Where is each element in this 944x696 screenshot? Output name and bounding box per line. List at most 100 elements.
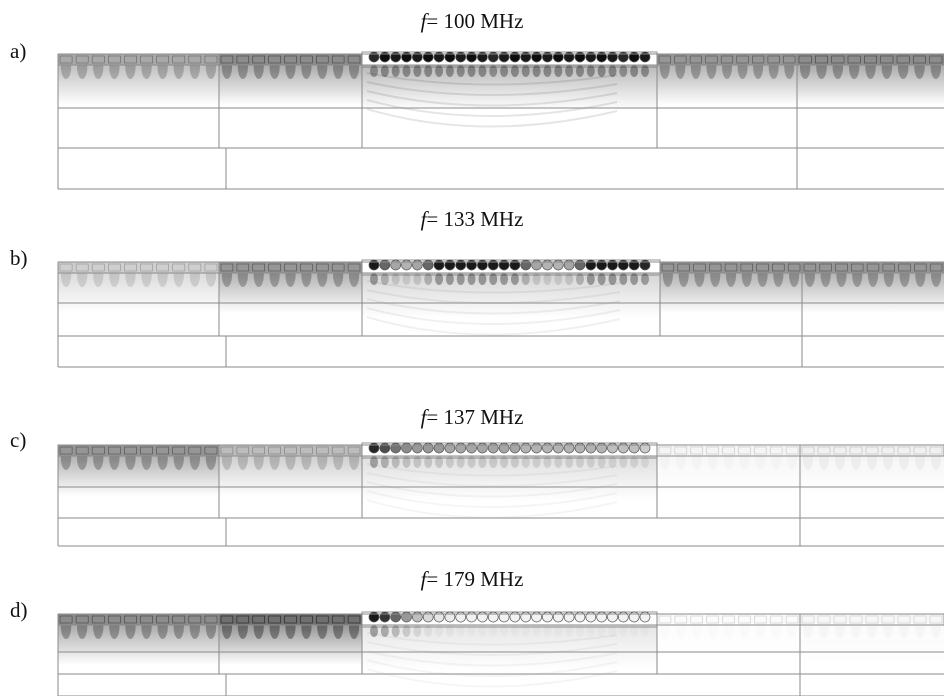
pillar-field [370, 456, 378, 468]
strip-cell [300, 55, 313, 64]
strip-cell [722, 446, 735, 455]
center-field [362, 456, 657, 501]
strip-cell [172, 55, 186, 64]
wave-arc [366, 316, 621, 336]
panel: f= 179 MHz d) [10, 567, 944, 696]
pillar-field [565, 65, 574, 77]
strip-cell [140, 55, 153, 64]
strip-cell [740, 263, 753, 272]
strip-cell [801, 446, 815, 455]
strip-cell [929, 615, 943, 624]
pillar-field [543, 456, 552, 468]
pillar-field [500, 65, 509, 77]
pillar-field [424, 273, 433, 285]
pillar-field [586, 456, 595, 468]
pillar-field [413, 456, 422, 468]
strip-cell [835, 263, 848, 272]
strip-cell [220, 615, 234, 624]
strip-cell [268, 263, 281, 272]
wave-arc [366, 108, 618, 128]
strip-cell [172, 263, 186, 272]
pillar-field [575, 456, 584, 468]
strip-cell [849, 446, 863, 455]
pillar-field [510, 65, 519, 77]
strip-cell [204, 615, 218, 624]
strip-cell [769, 615, 783, 624]
frequency-label: f= 133 MHz [421, 207, 524, 231]
strip-cell [236, 55, 250, 64]
strip-cell [124, 263, 137, 272]
pillar-field [413, 65, 422, 77]
strip-cell [815, 55, 828, 64]
strip-cell [284, 55, 297, 64]
pillar-field [576, 625, 584, 637]
center-field [362, 65, 657, 110]
strip-cell [252, 446, 265, 455]
wave-arc [366, 280, 621, 294]
pillar-field [370, 65, 378, 77]
left-strip-field [58, 456, 219, 496]
strip-cell [59, 446, 73, 455]
strip-cell [677, 263, 690, 272]
strip-cell [140, 615, 153, 624]
strip-cell [881, 446, 895, 455]
strip-cell [772, 263, 785, 272]
wave-arc [366, 659, 618, 677]
strip-cell [738, 446, 751, 455]
far-right-strip-field [797, 65, 944, 105]
pillar-field [380, 65, 389, 77]
strip-cell [866, 263, 880, 272]
strip-cell [724, 263, 738, 272]
pillar-field [424, 65, 433, 77]
strip-cell [690, 446, 703, 455]
strip-cell [188, 55, 202, 64]
left-strip-2-field [219, 273, 362, 313]
strip-cell [316, 263, 329, 272]
wave-arc [366, 472, 618, 487]
pillar-field [500, 273, 509, 285]
strip-cell [140, 446, 153, 455]
pillar-field [445, 456, 454, 468]
far-right-strip [796, 53, 944, 66]
pillar-field [522, 625, 530, 637]
pillar-field [598, 625, 606, 637]
strip-cell [252, 615, 265, 624]
pillar-field [619, 65, 628, 77]
strip-cell [300, 446, 313, 455]
strip-cell [188, 615, 202, 624]
strip-cell [172, 446, 186, 455]
strip-cell [690, 615, 703, 624]
pillar-field [608, 625, 616, 637]
strip-cell [851, 263, 864, 272]
pillar-field [402, 625, 411, 637]
strip-cell [284, 615, 297, 624]
pillar-field [445, 273, 454, 285]
pillar-field [641, 65, 649, 77]
panel: f= 100 MHz a) [10, 9, 944, 190]
pillar-field [532, 456, 541, 468]
pillar-field [511, 625, 519, 637]
strip-cell [347, 263, 361, 272]
strip-cell [752, 55, 765, 64]
strip-cell [204, 263, 218, 272]
strip-cell [75, 446, 89, 455]
strip-cell [929, 446, 943, 455]
strip-cell [913, 55, 926, 64]
strip-cell [898, 263, 911, 272]
far-right-strip-field [802, 273, 944, 313]
strip-cell [156, 55, 170, 64]
frequency-value: = 100 MHz [426, 9, 523, 33]
strip-cell [833, 615, 847, 624]
pillar-field [641, 625, 649, 637]
pillar-field [413, 625, 422, 637]
right-strip [656, 613, 801, 626]
frequency-label: f= 137 MHz [421, 405, 524, 429]
strip-cell [658, 615, 672, 624]
pillar-field [489, 625, 497, 637]
wave-arc [366, 481, 618, 498]
strip-cell [188, 446, 202, 455]
strip-cell [817, 446, 831, 455]
strip-cell [705, 55, 718, 64]
pillar-field [402, 65, 411, 77]
